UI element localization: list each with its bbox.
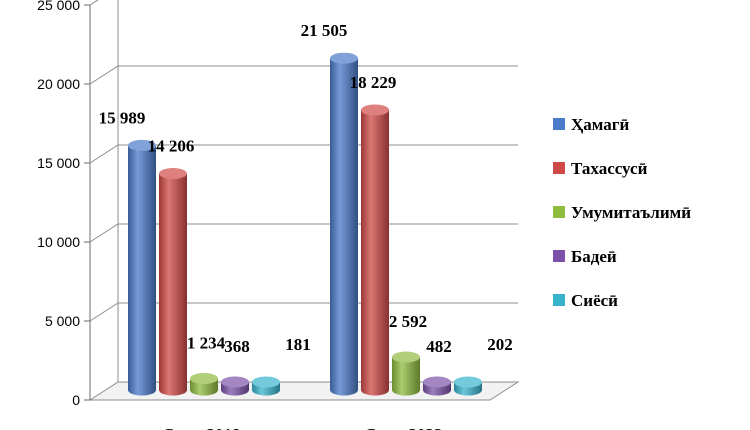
legend-swatch-бадеӣ bbox=[553, 250, 565, 262]
data-label-сиёсӣ-2: 202 bbox=[487, 335, 513, 354]
bar-ҳамагӣ-2 bbox=[330, 52, 358, 396]
y-tick-label: 10 000 bbox=[37, 234, 80, 250]
bar-тахассусӣ-2 bbox=[361, 104, 389, 396]
data-label-ҳамагӣ-2: 21 505 bbox=[301, 21, 348, 40]
legend: Ҳамагӣ Тахассусӣ Умумитаълимӣ Бадеӣ Сиёсӣ bbox=[553, 115, 691, 310]
data-label-ҳамагӣ-1: 15 989 bbox=[99, 108, 146, 127]
legend-swatch-ҳамагӣ bbox=[553, 118, 565, 130]
data-label-тахассусӣ-1: 14 206 bbox=[148, 137, 195, 156]
legend-swatch-умумитаълимӣ bbox=[553, 206, 565, 218]
legend-label-бадеӣ: Бадеӣ bbox=[571, 247, 617, 266]
gridline bbox=[89, 65, 518, 85]
data-label-бадеӣ-1: 368 bbox=[224, 337, 250, 356]
legend-label-умумитаълимӣ: Умумитаълимӣ bbox=[571, 203, 691, 222]
bar-тахассусӣ-1 bbox=[159, 168, 187, 396]
data-label-умумитаълимӣ-2: 2 592 bbox=[389, 312, 427, 331]
bar-умумитаълимӣ-1 bbox=[190, 373, 219, 396]
data-label-сиёсӣ-1: 181 bbox=[285, 335, 311, 354]
y-tick-label: 15 000 bbox=[37, 155, 80, 171]
legend-label-тахассусӣ: Тахассусӣ bbox=[571, 159, 648, 178]
y-tick-label: 5 000 bbox=[45, 313, 80, 329]
data-label-умумитаълимӣ-1: 1 234 bbox=[187, 334, 226, 353]
bar-бадеӣ-1 bbox=[221, 376, 249, 396]
legend-label-сиёсӣ: Сиёсӣ bbox=[571, 291, 618, 310]
bar-ҳамагӣ-1 bbox=[128, 139, 156, 396]
x-category-label: Соли 2022 bbox=[364, 425, 442, 430]
bars bbox=[128, 52, 482, 396]
legend-swatch-сиёсӣ bbox=[553, 294, 565, 306]
bar-сиёсӣ-1 bbox=[252, 376, 280, 396]
data-label-бадеӣ-2: 482 bbox=[426, 337, 452, 356]
gridline bbox=[89, 0, 99, 6]
axes: 0 5 000 10 000 15 000 20 000 25 000 Соли 2018 С… bbox=[37, 0, 520, 430]
x-category-label: Соли 2018 bbox=[162, 425, 240, 430]
legend-label-ҳамагӣ: Ҳамагӣ bbox=[571, 115, 629, 134]
bar-умумитаълимӣ-2 bbox=[392, 351, 420, 396]
bar-сиёсӣ-2 bbox=[454, 376, 482, 396]
y-tick-label: 20 000 bbox=[37, 76, 80, 92]
data-label-тахассусӣ-2: 18 229 bbox=[350, 73, 397, 92]
y-tick-label: 0 bbox=[72, 392, 80, 408]
bar-бадеӣ-2 bbox=[423, 376, 451, 396]
y-tick-label: 25 000 bbox=[37, 0, 80, 13]
legend-swatch-тахассусӣ bbox=[553, 162, 565, 174]
